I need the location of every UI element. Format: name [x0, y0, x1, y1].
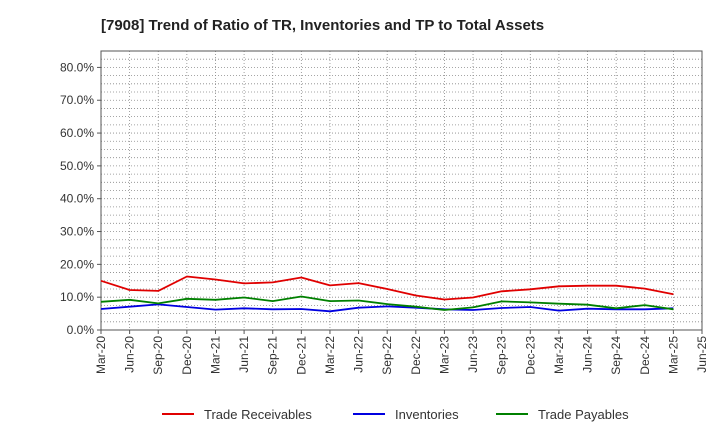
y-tick-label: 40.0% — [60, 192, 94, 206]
y-tick-label: 10.0% — [60, 290, 94, 304]
y-tick-label: 60.0% — [60, 126, 94, 140]
x-tick-label: Jun-24 — [581, 336, 595, 373]
chart-title: [7908] Trend of Ratio of TR, Inventories… — [101, 17, 544, 34]
y-tick-label: 20.0% — [60, 257, 94, 271]
x-tick-label: Mar-24 — [552, 336, 566, 374]
x-tick-label: Dec-22 — [409, 336, 423, 375]
x-tick-label: Jun-21 — [237, 336, 251, 373]
x-tick-label: Sep-23 — [495, 336, 509, 375]
series-line-inventories — [100, 303, 674, 313]
x-tick-label: Sep-21 — [266, 336, 280, 375]
y-tick-label: 30.0% — [60, 225, 94, 239]
x-tick-label: Dec-20 — [180, 336, 194, 375]
legend: Trade Receivables Inventories Trade Payabl… — [162, 407, 629, 422]
x-tick-label: Mar-21 — [208, 336, 222, 374]
series-line-trade-payables — [100, 295, 674, 311]
x-tick-label: Sep-20 — [151, 336, 165, 375]
legend-label-trade-payables: Trade Payables — [538, 407, 629, 422]
x-tick-label: Jun-23 — [466, 336, 480, 373]
grid-layer — [100, 50, 703, 331]
y-tick-label: 0.0% — [67, 323, 95, 337]
x-tick-label: Jun-25 — [695, 336, 709, 373]
x-tick-label: Dec-21 — [294, 336, 308, 375]
y-tick-label: 80.0% — [60, 60, 94, 74]
x-tick-label: Mar-23 — [437, 336, 451, 374]
x-tick-label: Dec-24 — [638, 336, 652, 375]
x-tick-label: Mar-22 — [323, 336, 337, 374]
x-tick-label: Mar-25 — [666, 336, 680, 374]
x-tick-label: Sep-24 — [609, 336, 623, 375]
y-tick-label: 70.0% — [60, 93, 94, 107]
x-tick-label: Dec-23 — [523, 336, 537, 375]
axis-layer: 0.0% 10.0% 20.0% 30.0% 40.0% 50.0% 60.0% 70.0% 8… — [60, 50, 709, 375]
series-line-trade-receivables — [100, 275, 674, 301]
plot-frame — [100, 50, 703, 331]
series-layer — [100, 275, 674, 313]
x-tick-label: Jun-20 — [123, 336, 137, 373]
x-tick-label: Jun-22 — [352, 336, 366, 373]
y-tick-label: 50.0% — [60, 159, 94, 173]
x-tick-label: Mar-20 — [94, 336, 108, 374]
x-tick-label: Sep-22 — [380, 336, 394, 375]
legend-label-trade-receivables: Trade Receivables — [204, 407, 312, 422]
legend-label-inventories: Inventories — [395, 407, 459, 422]
